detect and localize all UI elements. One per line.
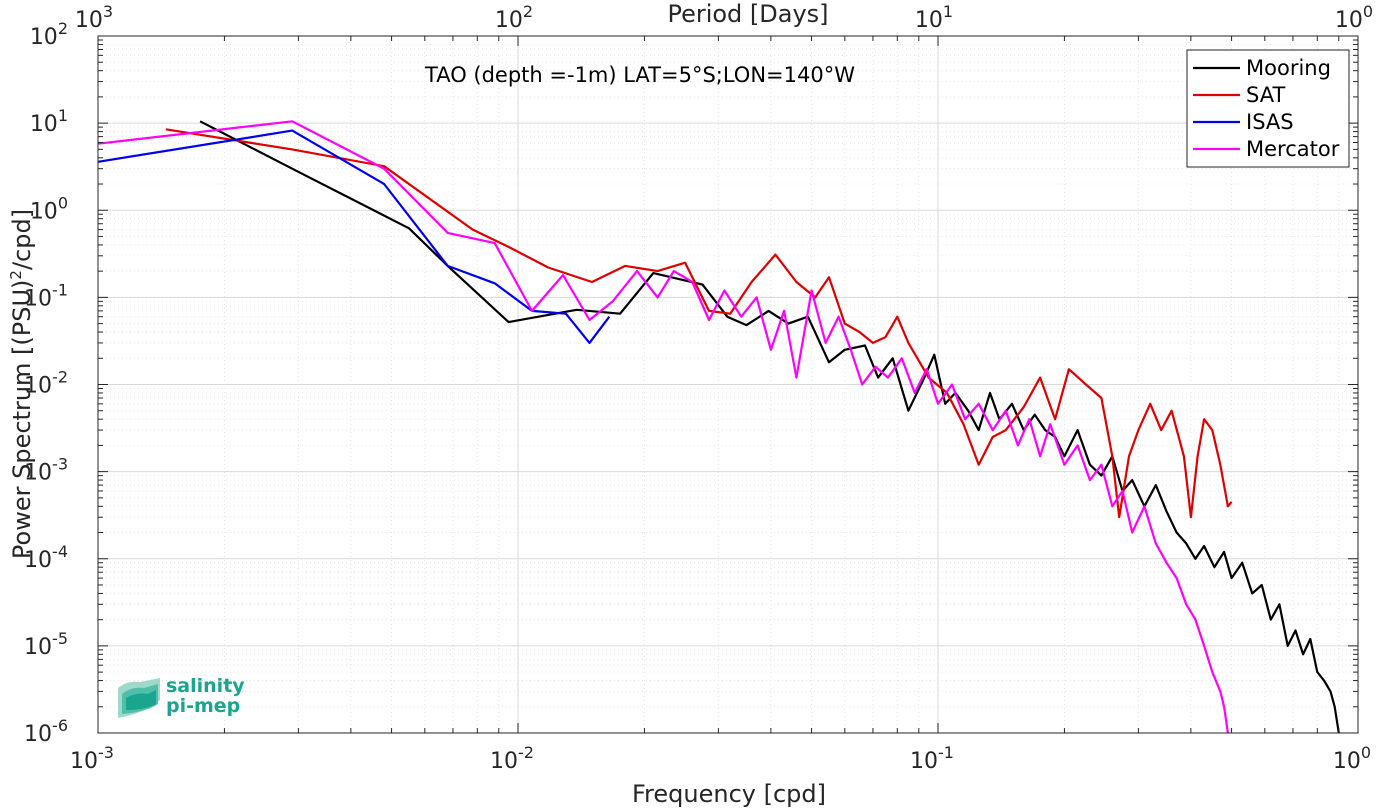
legend-label-sat: SAT (1246, 83, 1285, 107)
top-tick-label: 100 (1335, 2, 1373, 33)
legend-label-mercator: Mercator (1246, 137, 1340, 161)
grid (97, 36, 1358, 734)
top-tick-label: 103 (75, 2, 113, 33)
legend-label-mooring: Mooring (1246, 56, 1331, 80)
y-tick-label: 10-3 (24, 455, 68, 486)
legend: Mooring SAT ISAS Mercator (1186, 49, 1350, 168)
axis-ticks (97, 36, 1358, 734)
legend-box (1186, 49, 1350, 168)
y-tick-label: 102 (30, 19, 68, 50)
top-tick-label: 101 (915, 2, 953, 33)
series-line-mercator (97, 120, 1229, 734)
y-tick-label: 10-2 (24, 368, 68, 399)
y-tick-label: 10-1 (24, 280, 68, 311)
series-line-sat (165, 128, 1233, 519)
y-axis-title-tail: /cpd] (8, 209, 36, 270)
top-tick-label: 102 (495, 2, 533, 33)
logo-line2: pi-mep (166, 695, 240, 717)
top-axis-title: Period [Days] (667, 0, 828, 28)
x-tick-label: 10-3 (70, 743, 114, 774)
logo-waves-icon (118, 678, 160, 718)
series-line-mooring (199, 120, 1340, 734)
salinity-pi-mep-logo: salinity pi-mep (118, 675, 245, 718)
x-tick-label: 100 (1333, 743, 1371, 774)
x-tick-label: 10-1 (910, 743, 954, 774)
y-axis-title-sup: 2 (7, 270, 25, 280)
y-tick-label: 101 (30, 106, 68, 137)
y-tick-label: 10-5 (24, 629, 68, 660)
y-tick-label: 10-6 (24, 716, 68, 747)
logo-line1: salinity (166, 675, 245, 697)
y-tick-label: 10-4 (24, 542, 68, 573)
annotation: TAO (depth =-1m) LAT=5°S;LON=140°W (424, 63, 855, 87)
legend-label-isas: ISAS (1246, 110, 1294, 134)
series-line-isas (97, 129, 611, 344)
y-axis-title-main: Power Spectrum [(PSU) (8, 280, 36, 559)
series-lines (97, 120, 1340, 734)
y-axis-title: Power Spectrum [(PSU)2/cpd] (7, 209, 36, 559)
x-axis-title: Frequency [cpd] (632, 780, 826, 808)
x-tick-label: 10-2 (490, 743, 534, 774)
y-tick-label: 100 (30, 193, 68, 224)
